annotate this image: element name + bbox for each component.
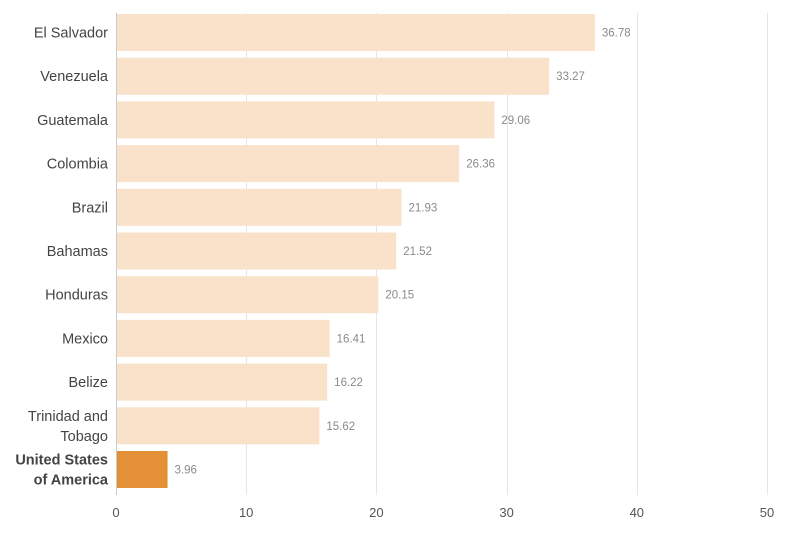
data-label: 16.41 <box>337 333 366 345</box>
data-label: 21.52 <box>403 246 432 258</box>
x-tick-label: 10 <box>239 505 253 520</box>
x-tick-label: 50 <box>760 505 774 520</box>
data-label: 20.15 <box>385 290 414 302</box>
bar-highlighted <box>116 451 168 488</box>
bar <box>116 276 379 314</box>
bar <box>116 363 328 401</box>
bar <box>116 232 397 270</box>
category-label: United States of America <box>15 453 109 489</box>
bar <box>116 188 402 226</box>
category-label: Honduras <box>45 288 108 304</box>
category-label: Brazil <box>72 200 108 216</box>
data-label: 33.27 <box>556 71 585 83</box>
data-label: 3.96 <box>175 465 197 477</box>
category-label: Bahamas <box>47 244 108 260</box>
category-label: Belize <box>69 375 109 391</box>
bar <box>116 319 330 357</box>
category-label: El Salvador <box>34 26 108 42</box>
bar <box>116 14 595 51</box>
data-label: 26.36 <box>466 159 495 171</box>
category-label: Mexico <box>62 331 108 347</box>
category-label: Guatemala <box>37 113 109 129</box>
x-tick-label: 0 <box>112 505 119 520</box>
x-tick-label: 20 <box>369 505 383 520</box>
x-axis: 0 10 20 30 40 50 <box>112 505 774 520</box>
bars: 36.78 El Salvador 33.27 Venezuela 29.06 Guate… <box>15 14 631 489</box>
bar <box>116 57 550 95</box>
category-label: Venezuela <box>40 69 109 85</box>
bar <box>116 101 495 139</box>
category-label: Trinidad and Tobago <box>28 409 108 445</box>
data-label: 29.06 <box>501 115 530 127</box>
bar <box>116 145 460 183</box>
bar <box>116 407 320 445</box>
x-tick-label: 30 <box>499 505 513 520</box>
data-label: 16.22 <box>334 377 363 389</box>
x-tick-label: 40 <box>630 505 644 520</box>
category-label: Colombia <box>47 157 109 173</box>
data-label: 15.62 <box>326 421 355 433</box>
data-label: 21.93 <box>409 202 438 214</box>
data-label: 36.78 <box>602 28 631 40</box>
